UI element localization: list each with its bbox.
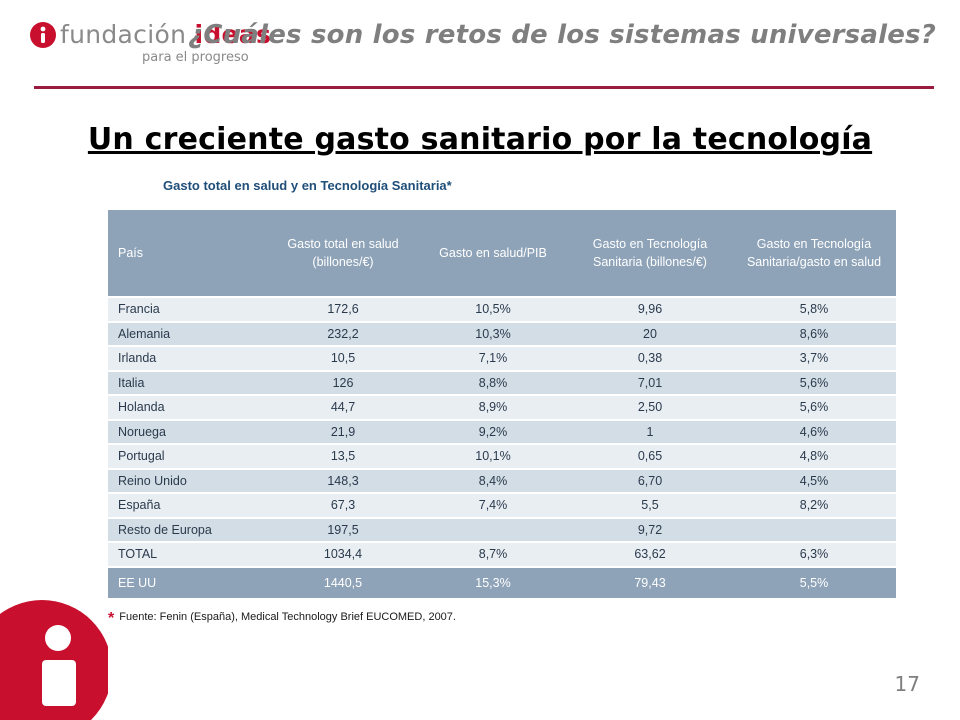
table-cell: 21,9 <box>268 419 418 445</box>
data-table: País Gasto total en salud (billones/€) G… <box>108 210 896 600</box>
table-cell: 9,96 <box>568 297 732 323</box>
header-title: ¿Cuáles son los retos de los sistemas un… <box>188 20 936 50</box>
table-cell: Alemania <box>108 321 268 347</box>
table-cell: 3,7% <box>732 346 896 372</box>
logo-i-icon <box>30 22 56 48</box>
table-cell: 1034,4 <box>268 542 418 568</box>
table-cell: EE UU <box>108 565 268 600</box>
table-cell: 197,5 <box>268 517 418 543</box>
table-cell: 8,2% <box>732 493 896 519</box>
table-cell: 79,43 <box>568 565 732 600</box>
table-cell: 6,3% <box>732 542 896 568</box>
table-cell: 10,5 <box>268 346 418 372</box>
column-header: Gasto en Tecnología Sanitaria/gasto en s… <box>732 210 896 298</box>
table-cell: 8,4% <box>418 468 568 494</box>
table-cell: 8,7% <box>418 542 568 568</box>
table-cell: TOTAL <box>108 542 268 568</box>
column-header: Gasto en Tecnología Sanitaria (billones/… <box>568 210 732 298</box>
table-cell: 0,65 <box>568 444 732 470</box>
logo-wordmark: fundación ideas <box>60 20 271 49</box>
column-header: País <box>108 210 268 298</box>
column-header: Gasto en salud/PIB <box>418 210 568 298</box>
table-cell: Francia <box>108 297 268 323</box>
table-cell: 44,7 <box>268 395 418 421</box>
footnote: * Fuente: Fenin (España), Medical Techno… <box>108 610 456 628</box>
table-cell: 7,1% <box>418 346 568 372</box>
table-row: España 67,3 7,4% 5,5 8,2% <box>108 493 896 519</box>
table-row: Resto de Europa 197,5 9,72 <box>108 517 896 543</box>
table-row: Reino Unido 148,3 8,4% 6,70 4,5% <box>108 468 896 494</box>
table-cell: 8,8% <box>418 370 568 396</box>
logo: fundación ideas para el progreso <box>28 18 271 68</box>
table-cell: 9,72 <box>568 517 732 543</box>
logo-text-main: fundación <box>60 20 187 49</box>
table-cell <box>418 517 568 543</box>
table-cell: 8,6% <box>732 321 896 347</box>
table-cell: Italia <box>108 370 268 396</box>
table-row: Holanda 44,7 8,9% 2,50 5,6% <box>108 395 896 421</box>
table-cell: 10,3% <box>418 321 568 347</box>
slide-title: Un creciente gasto sanitario por la tecn… <box>87 122 873 157</box>
table-cell: 10,1% <box>418 444 568 470</box>
table-cell: 20 <box>568 321 732 347</box>
table-row: Francia 172,6 10,5% 9,96 5,8% <box>108 297 896 323</box>
corner-logo-icon <box>0 600 108 720</box>
table-cell: 4,5% <box>732 468 896 494</box>
table-cell: 7,01 <box>568 370 732 396</box>
table-cell <box>732 517 896 543</box>
table-cell: Holanda <box>108 395 268 421</box>
table-cell: 4,6% <box>732 419 896 445</box>
table-cell: 148,3 <box>268 468 418 494</box>
table-cell: 5,6% <box>732 370 896 396</box>
table-cell: 9,2% <box>418 419 568 445</box>
table-cell: 0,38 <box>568 346 732 372</box>
table-cell: 232,2 <box>268 321 418 347</box>
table-cell: Resto de Europa <box>108 517 268 543</box>
table-cell: 6,70 <box>568 468 732 494</box>
footnote-mark: * <box>108 610 115 627</box>
table-cell: España <box>108 493 268 519</box>
table-cell: 7,4% <box>418 493 568 519</box>
table-row: Alemania 232,2 10,3% 20 8,6% <box>108 321 896 347</box>
table-cell: 126 <box>268 370 418 396</box>
table-cell: 5,6% <box>732 395 896 421</box>
table-row-us: EE UU 1440,5 15,3% 79,43 5,5% <box>108 565 896 600</box>
table-row-total: TOTAL 1034,4 8,7% 63,62 6,3% <box>108 542 896 568</box>
table-cell: Portugal <box>108 444 268 470</box>
table-cell: 2,50 <box>568 395 732 421</box>
table-cell: 67,3 <box>268 493 418 519</box>
table-header-row: País Gasto total en salud (billones/€) G… <box>108 210 896 298</box>
page-number: 17 <box>894 672 920 696</box>
table-cell: 13,5 <box>268 444 418 470</box>
logo-text-accent: ideas <box>194 20 272 49</box>
table-cell: 1440,5 <box>268 565 418 600</box>
table-cell: 5,5 <box>568 493 732 519</box>
table-cell: Irlanda <box>108 346 268 372</box>
table-cell: Noruega <box>108 419 268 445</box>
header-divider <box>34 86 934 89</box>
logo-subtitle: para el progreso <box>142 50 249 65</box>
table-cell: Reino Unido <box>108 468 268 494</box>
table-cell: 4,8% <box>732 444 896 470</box>
table-cell: 10,5% <box>418 297 568 323</box>
table-row: Noruega 21,9 9,2% 1 4,6% <box>108 419 896 445</box>
footnote-text: Fuente: Fenin (España), Medical Technolo… <box>119 611 456 623</box>
table-row: Irlanda 10,5 7,1% 0,38 3,7% <box>108 346 896 372</box>
table-cell: 5,8% <box>732 297 896 323</box>
column-header: Gasto total en salud (billones/€) <box>268 210 418 298</box>
table-cell: 5,5% <box>732 565 896 600</box>
table-cell: 1 <box>568 419 732 445</box>
table-cell: 63,62 <box>568 542 732 568</box>
table-cell: 8,9% <box>418 395 568 421</box>
table-cell: 15,3% <box>418 565 568 600</box>
table-cell: 172,6 <box>268 297 418 323</box>
table-row: Portugal 13,5 10,1% 0,65 4,8% <box>108 444 896 470</box>
table-caption: Gasto total en salud y en Tecnología San… <box>163 178 452 193</box>
table-row: Italia 126 8,8% 7,01 5,6% <box>108 370 896 396</box>
